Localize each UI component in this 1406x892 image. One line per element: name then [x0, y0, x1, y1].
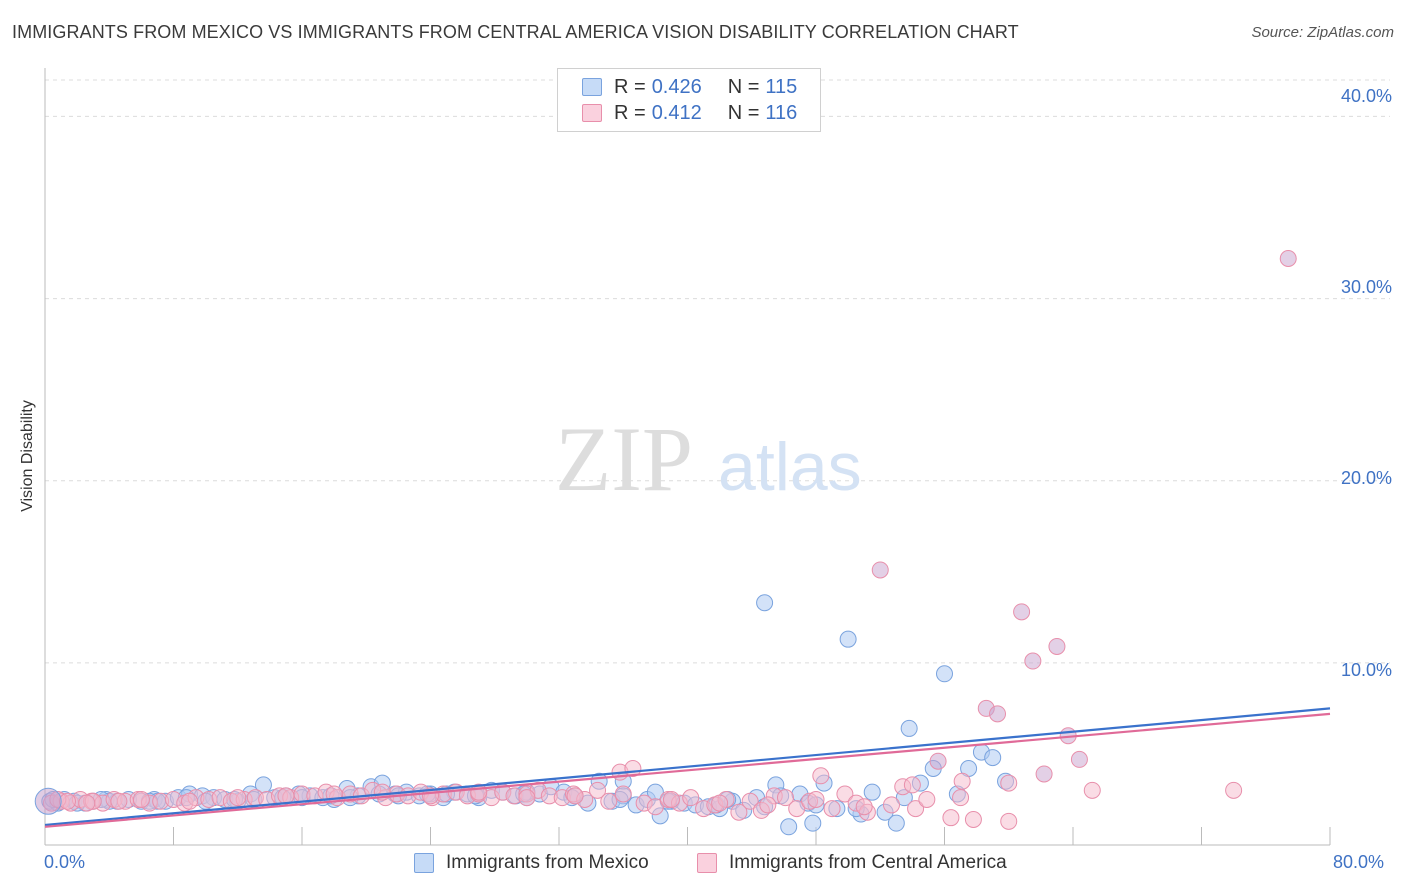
central-america-point [1000, 812, 1018, 830]
central-america-point [907, 800, 925, 818]
bottom-legend-mexico-label: Immigrants from Mexico [446, 852, 649, 873]
mexico-trend-line [44, 707, 1331, 827]
chart-source: Source: ZipAtlas.com [1251, 24, 1394, 41]
central-america-point [1000, 774, 1018, 792]
y-tick-40: 40.0% [1340, 86, 1392, 106]
chart-title: IMMIGRANTS FROM MEXICO VS IMMIGRANTS FRO… [12, 22, 1019, 42]
points [34, 250, 1297, 836]
central-america-point [918, 790, 936, 808]
bottom-legend-central-label: Immigrants from Central America [729, 852, 1007, 873]
legend-r-label: R = [614, 75, 646, 98]
mexico-point [936, 665, 953, 683]
central-america-point [229, 789, 247, 807]
central-america-point [741, 792, 759, 810]
central-america-point [855, 798, 873, 816]
central-america-point [614, 785, 632, 803]
y-tick-10: 10.0% [1340, 660, 1392, 680]
correlation-legend: R = 0.426 N = 115 R = 0.412 N = 116 [557, 68, 821, 132]
x-tick-max: 80.0% [1333, 852, 1385, 872]
cluster-point [34, 787, 62, 815]
central-america-point [1024, 652, 1042, 670]
y-tick-30: 30.0% [1340, 277, 1392, 297]
legend-r-label: R = [614, 101, 646, 124]
central-america-point [1048, 637, 1066, 655]
mexico-point [863, 783, 881, 801]
mexico-point [839, 630, 857, 648]
central-america-point [776, 789, 794, 807]
central-america-point [78, 794, 96, 812]
central-america-point [952, 789, 970, 807]
mexico-point [900, 719, 918, 737]
central-america-point [682, 789, 700, 807]
trend-lines [44, 707, 1331, 828]
mexico-point [887, 814, 905, 832]
central-america-point [181, 792, 199, 810]
mexico-point [780, 818, 798, 836]
mexico-point [804, 814, 822, 832]
central-america-point [277, 787, 295, 805]
x-tick-min: 0.0% [44, 852, 86, 872]
central-america-point [903, 776, 921, 794]
legend-swatch-mexico [582, 78, 602, 96]
central-america-point [964, 811, 982, 828]
legend-n-value: 116 [765, 101, 798, 124]
bottom-legend-central: Immigrants from Central America [697, 852, 1007, 874]
central-america-point [929, 752, 947, 770]
central-america-point [1013, 603, 1031, 621]
central-america-point [882, 796, 900, 814]
central-america-point [132, 790, 150, 808]
legend-row-mexico: R = 0.426 N = 115 [582, 74, 797, 100]
central-america-point [711, 794, 729, 812]
central-america-point [110, 792, 128, 810]
legend-r-value: 0.426 [651, 75, 702, 98]
central-america-trend-line [44, 712, 1331, 828]
central-america-point [589, 781, 607, 799]
legend-row-central: R = 0.412 N = 116 [582, 100, 797, 126]
grid [45, 79, 1390, 664]
central-america-point [942, 809, 960, 827]
central-america-point [1279, 250, 1297, 267]
legend-n-label: N = [727, 101, 760, 124]
axes [44, 68, 1331, 846]
central-america-point [788, 800, 806, 818]
central-america-point [1070, 750, 1088, 768]
central-america-point [989, 705, 1007, 723]
central-america-point [812, 767, 830, 785]
central-america-point [807, 790, 825, 808]
central-america-point [1225, 781, 1243, 799]
mexico-point [984, 749, 1002, 767]
central-america-point [600, 792, 618, 810]
legend-r-value: 0.412 [651, 101, 702, 124]
legend-n-value: 115 [765, 75, 798, 98]
watermark-atlas: atlas [718, 429, 862, 505]
central-america-point [566, 787, 584, 805]
central-america-point [58, 792, 76, 810]
central-america-point [1083, 781, 1101, 799]
watermark-zip: ZIP [555, 408, 693, 510]
y-tick-20: 20.0% [1340, 468, 1392, 488]
central-america-point [871, 561, 889, 579]
central-america-point [1035, 765, 1053, 783]
central-america-point [823, 800, 841, 818]
bottom-legend-mexico: Immigrants from Mexico [414, 852, 649, 874]
central-america-point [759, 796, 777, 814]
central-america-point [953, 772, 971, 790]
watermark: ZIP atlas [555, 408, 862, 510]
central-america-point [662, 790, 680, 808]
bottom-swatch-mexico [414, 853, 434, 873]
legend-swatch-central [582, 104, 602, 122]
central-america-point [518, 789, 536, 807]
y-axis-label: Vision Disability [19, 400, 36, 512]
central-america-point [730, 803, 748, 821]
legend-n-label: N = [727, 75, 760, 98]
mexico-point [756, 594, 774, 612]
bottom-swatch-central [697, 853, 717, 873]
central-america-point [836, 785, 854, 803]
central-america-point [646, 798, 664, 816]
